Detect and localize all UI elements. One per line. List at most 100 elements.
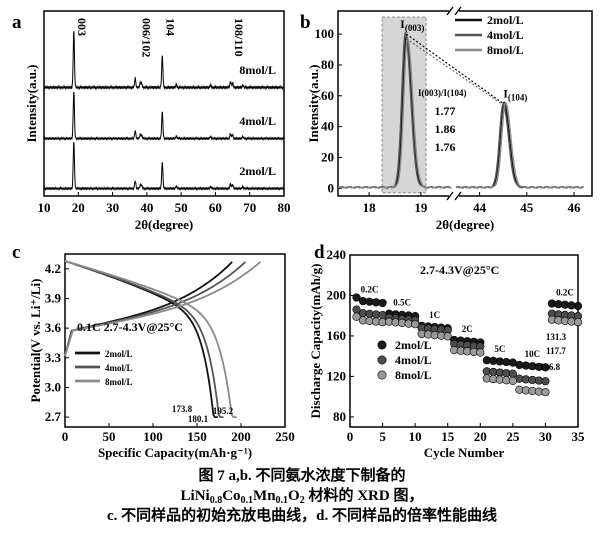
d-xtick-label: 30: [539, 429, 552, 444]
b-xtick-label: 18: [363, 200, 377, 215]
d-point-2mol-L: [573, 301, 583, 311]
d-xtick-label: 15: [441, 429, 455, 444]
caption-line-1: 图 7 a,b. 不同氨水浓度下制备的: [0, 466, 604, 486]
b-ytick-label: 80: [321, 57, 334, 72]
d-legend-label: 4mol/L: [395, 353, 432, 367]
caption-sub-mn: 0.1: [275, 495, 289, 506]
b-annotation-i003-sub: (003): [405, 23, 425, 33]
d-legend-label: 2mol/L: [395, 338, 432, 352]
b-series-104-4mol-L: [455, 102, 584, 189]
caption-formula-o: O: [288, 488, 300, 504]
b-ytick-label: 60: [321, 88, 334, 103]
c-xtick-label: 150: [187, 429, 207, 444]
b-ytick-label: 40: [321, 119, 334, 134]
c-xtick-label: 200: [231, 429, 251, 444]
c-ytick-label: 3.9: [45, 290, 62, 305]
a-xtick-label: 80: [278, 200, 291, 215]
a-xlabel: 2θ(degree): [135, 217, 194, 232]
c-ytick-label: 3.6: [45, 320, 62, 335]
b-axis-break-gap: [449, 192, 459, 200]
d-xtick-label: 20: [474, 429, 487, 444]
d-rate-label: 5C: [494, 344, 505, 354]
b-legend-label: 4mol/L: [487, 28, 524, 42]
d-xtick-label: 35: [572, 429, 586, 444]
c-ytick-label: 3.3: [45, 350, 62, 365]
panel-d-label: d: [314, 242, 325, 263]
panel-b-label: b: [300, 12, 311, 33]
b-xtick-label: 45: [520, 200, 534, 215]
panel-c-plot: 0 50 100 150 200 250 2.7 3.0 3.3 3.6 3.9 4.2 Specifi…: [28, 260, 295, 460]
d-ytick-label: 120: [327, 368, 347, 383]
caption-formula-mn: Mn: [253, 488, 276, 504]
a-series-label: 4mol/L: [239, 114, 276, 128]
panel-c-label: c: [12, 242, 20, 263]
d-point-8mol-L: [541, 388, 550, 397]
d-legend-marker: [377, 355, 387, 365]
a-xtick-label: 10: [38, 200, 51, 215]
c-xlabel: Specific Capacity(mAh·g⁻¹): [98, 445, 252, 460]
a-series-4mol-L: [43, 91, 285, 141]
d-ylabel: Discharge Capacity(mAh/g): [308, 264, 323, 419]
a-ylabel: Intensity(a.u.): [24, 64, 39, 142]
a-xtick-label: 40: [140, 200, 153, 215]
d-ytick-label: 80: [333, 409, 346, 424]
d-point-2mol-L: [541, 363, 550, 372]
b-series-104-8mol-L: [455, 101, 584, 189]
b-ytick-label: 0: [328, 180, 335, 195]
c-xtick-label: 100: [143, 429, 163, 444]
b-legend-label: 2mol/L: [487, 13, 524, 27]
d-xtick-label: 0: [347, 429, 354, 444]
c-ylabel: Potential(V vs. Li⁺/Li): [28, 279, 43, 403]
d-point-4mol-L: [541, 377, 550, 386]
d-rate-label: 2C: [462, 324, 473, 334]
d-rate-label: 1C: [429, 310, 440, 320]
a-series-2mol-L: [43, 142, 285, 191]
figure-canvas: a 10 20 30 40 50 60 70 802θ(degree)Intensity(a.…: [12, 6, 593, 460]
a-series-label: 2mol/L: [239, 164, 276, 178]
panel-b-plot: 0 20 40 60 80 100 18 19 44 45 46 2θ(degree) Intensit…: [306, 6, 584, 232]
c-legend-label: 4mol/L: [105, 363, 133, 373]
caption-line-3-text: c. 不同样品的初始充放电曲线，d. 不同样品的倍率性能曲线: [106, 508, 497, 524]
caption-sub-co: 0.1: [240, 495, 254, 506]
b-axis-break-mark: [454, 191, 462, 201]
a-series-label: 8mol/L: [239, 63, 276, 77]
c-discharge-8mol-L: [64, 260, 237, 419]
d-point-8mol-L: [352, 312, 361, 321]
d-point-8mol-L: [443, 332, 452, 341]
d-legend-marker: [377, 340, 387, 350]
d-point-8mol-L: [508, 376, 517, 385]
d-point-2mol-L: [378, 298, 387, 308]
c-capacity-label: 173.8: [172, 404, 193, 414]
b-annotation-i104: I(104): [503, 86, 527, 102]
c-condition: 0.1C 2.7-4.3V@25°C: [77, 320, 183, 334]
b-axis-break-mark: [446, 6, 454, 16]
a-xtick-label: 30: [106, 200, 119, 215]
d-xlabel: Cycle Number: [424, 445, 505, 460]
caption-formula-co: Co: [222, 488, 241, 504]
d-ytick-label: 240: [327, 247, 347, 262]
a-peak-label: 003: [75, 18, 89, 36]
a-peak-label: 108/110: [232, 18, 246, 57]
b-legend-label: 8mol/L: [487, 43, 524, 57]
b-ratio-value: 1.77: [435, 104, 456, 118]
d-legend-marker: [377, 370, 387, 380]
d-rate-label: 10C: [525, 349, 541, 359]
d-value-label: 117.7: [546, 346, 566, 356]
d-rate-label: 0.2C: [556, 288, 574, 298]
caption-line-2: LiNi0.8Co0.1Mn0.1O2 材料的 XRD 图，: [0, 486, 604, 506]
d-value-label: 106.8: [540, 362, 561, 372]
d-point-8mol-L: [476, 348, 485, 357]
a-series-8mol-L: [43, 31, 285, 91]
b-ytick-label: 100: [315, 26, 335, 41]
panel-a-plot: 10 20 30 40 50 60 70 80 2θ(degree) Intensity(a.u.…: [24, 18, 291, 232]
b-annotation-i003-main: I: [400, 17, 405, 31]
b-annotation-i104-main: I: [503, 86, 508, 100]
b-connector-dotted: [406, 38, 504, 106]
b-annotation-i104-sub: (104): [508, 92, 528, 102]
caption-sub-ni: 0.8: [209, 495, 223, 506]
c-xtick-label: 0: [62, 429, 69, 444]
c-xtick-label: 250: [275, 429, 295, 444]
panel-d-plot: 0 5 10 15 20 25 30 35 80 120 160 200 240 Cycle Number…: [308, 247, 585, 460]
panel-c-frame: [64, 253, 286, 428]
b-axis-break-mark: [454, 6, 462, 16]
